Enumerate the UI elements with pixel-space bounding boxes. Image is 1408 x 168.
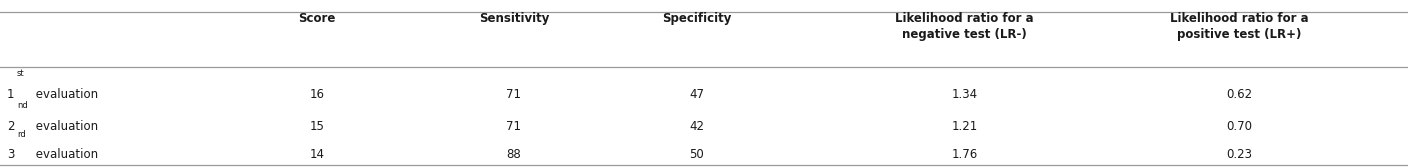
Text: 2: 2 (7, 119, 14, 133)
Text: 0.62: 0.62 (1226, 88, 1252, 101)
Text: Score: Score (298, 12, 335, 25)
Text: nd: nd (17, 101, 28, 110)
Text: 71: 71 (507, 88, 521, 101)
Text: 1.76: 1.76 (952, 148, 977, 161)
Text: 88: 88 (507, 148, 521, 161)
Text: 1: 1 (7, 88, 14, 101)
Text: 47: 47 (690, 88, 704, 101)
Text: 0.23: 0.23 (1226, 148, 1252, 161)
Text: Specificity: Specificity (662, 12, 732, 25)
Text: 50: 50 (690, 148, 704, 161)
Text: 14: 14 (310, 148, 324, 161)
Text: st: st (17, 69, 24, 78)
Text: 3: 3 (7, 148, 14, 161)
Text: 15: 15 (310, 119, 324, 133)
Text: evaluation: evaluation (32, 88, 99, 101)
Text: 0.70: 0.70 (1226, 119, 1252, 133)
Text: Likelihood ratio for a
positive test (LR+): Likelihood ratio for a positive test (LR… (1170, 12, 1308, 41)
Text: 42: 42 (690, 119, 704, 133)
Text: 71: 71 (507, 119, 521, 133)
Text: Likelihood ratio for a
negative test (LR-): Likelihood ratio for a negative test (LR… (895, 12, 1033, 41)
Text: evaluation: evaluation (32, 148, 99, 161)
Text: evaluation: evaluation (32, 119, 99, 133)
Text: Sensitivity: Sensitivity (479, 12, 549, 25)
Text: 16: 16 (310, 88, 324, 101)
Text: 1.21: 1.21 (952, 119, 977, 133)
Text: 1.34: 1.34 (952, 88, 977, 101)
Text: rd: rd (17, 130, 25, 139)
